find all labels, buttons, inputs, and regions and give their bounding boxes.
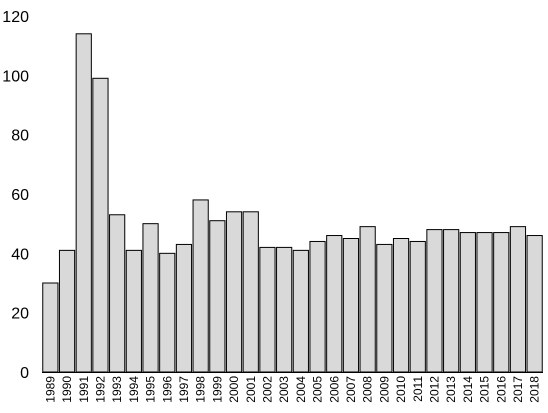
x-tick-label: 1989	[43, 376, 57, 403]
x-tick-label: 2008	[361, 376, 375, 403]
x-tick-label: 1998	[194, 376, 208, 403]
bar-1995	[142, 223, 159, 373]
bar-2016	[493, 232, 510, 373]
x-tick-label: 2004	[294, 376, 308, 403]
y-tick-label: 100	[2, 68, 29, 85]
bar-1991	[75, 33, 92, 373]
bar-2017	[509, 226, 527, 373]
bar-2002	[259, 246, 276, 373]
x-tick-label: 1990	[60, 376, 74, 403]
x-axis-tick-labels: 1989 1990 1991 1992 1993 1994 1995 1996 1997 1998…	[43, 376, 541, 403]
bar-2008	[359, 226, 376, 373]
bars	[42, 33, 543, 373]
bar-2007	[342, 238, 360, 373]
x-tick-label: 2003	[277, 376, 291, 403]
x-tick-label: 1997	[177, 376, 191, 403]
bar-2005	[309, 240, 326, 373]
bar-1989	[42, 282, 59, 373]
y-tick-label: 20	[11, 306, 29, 323]
bar-2012	[426, 229, 443, 373]
bar-1990	[58, 249, 76, 373]
bar-2014	[459, 232, 476, 373]
bar-2013	[443, 229, 460, 373]
y-tick-label: 60	[11, 187, 29, 204]
y-axis-tick-labels: 0 20 40 60 80 100 120	[2, 9, 29, 382]
x-tick-label: 2010	[394, 376, 408, 403]
x-tick-label: 2006	[327, 376, 341, 403]
x-tick-label: 2000	[227, 376, 241, 403]
x-tick-label: 2012	[427, 376, 441, 403]
y-tick-label: 80	[11, 128, 29, 145]
y-tick-label: 120	[2, 9, 29, 26]
bar-1993	[109, 214, 126, 373]
bar-1994	[125, 249, 142, 373]
x-tick-label: 2009	[377, 376, 391, 403]
x-tick-label: 2002	[260, 376, 274, 403]
bar-2006	[326, 235, 343, 373]
y-tick-label: 40	[11, 246, 29, 263]
bar-1996	[159, 252, 176, 373]
x-tick-label: 2011	[411, 376, 425, 402]
x-tick-label: 2013	[444, 376, 458, 403]
x-tick-label: 1993	[110, 376, 124, 403]
bar-2018	[526, 235, 543, 373]
bar-1998	[192, 199, 209, 373]
bar-1997	[175, 243, 193, 373]
x-tick-label: 1991	[77, 376, 91, 403]
bar-2000	[225, 211, 243, 373]
y-tick-label: 0	[20, 365, 29, 382]
x-tick-label: 2015	[478, 376, 492, 403]
bar-2004	[292, 249, 309, 373]
bar-2015	[476, 232, 493, 373]
x-tick-label: 1999	[210, 376, 224, 403]
x-tick-label: 2017	[511, 376, 525, 403]
bar-1992	[92, 77, 109, 373]
x-tick-label: 1996	[160, 376, 174, 403]
x-tick-label: 1994	[127, 376, 141, 403]
x-tick-label: 2001	[244, 376, 258, 403]
bar-2010	[392, 238, 410, 373]
bar-2009	[376, 243, 393, 373]
x-tick-label: 2016	[494, 376, 508, 403]
bar-2003	[276, 246, 293, 373]
x-tick-label: 2007	[344, 376, 358, 403]
bar-1999	[209, 220, 226, 373]
bar-2001	[242, 211, 259, 373]
x-tick-label: 1995	[144, 376, 158, 403]
x-tick-label: 1992	[93, 376, 107, 403]
x-tick-label: 2018	[528, 376, 542, 403]
x-tick-label: 2005	[311, 376, 325, 403]
x-tick-label: 2014	[461, 376, 475, 403]
bar-2011	[409, 240, 426, 373]
